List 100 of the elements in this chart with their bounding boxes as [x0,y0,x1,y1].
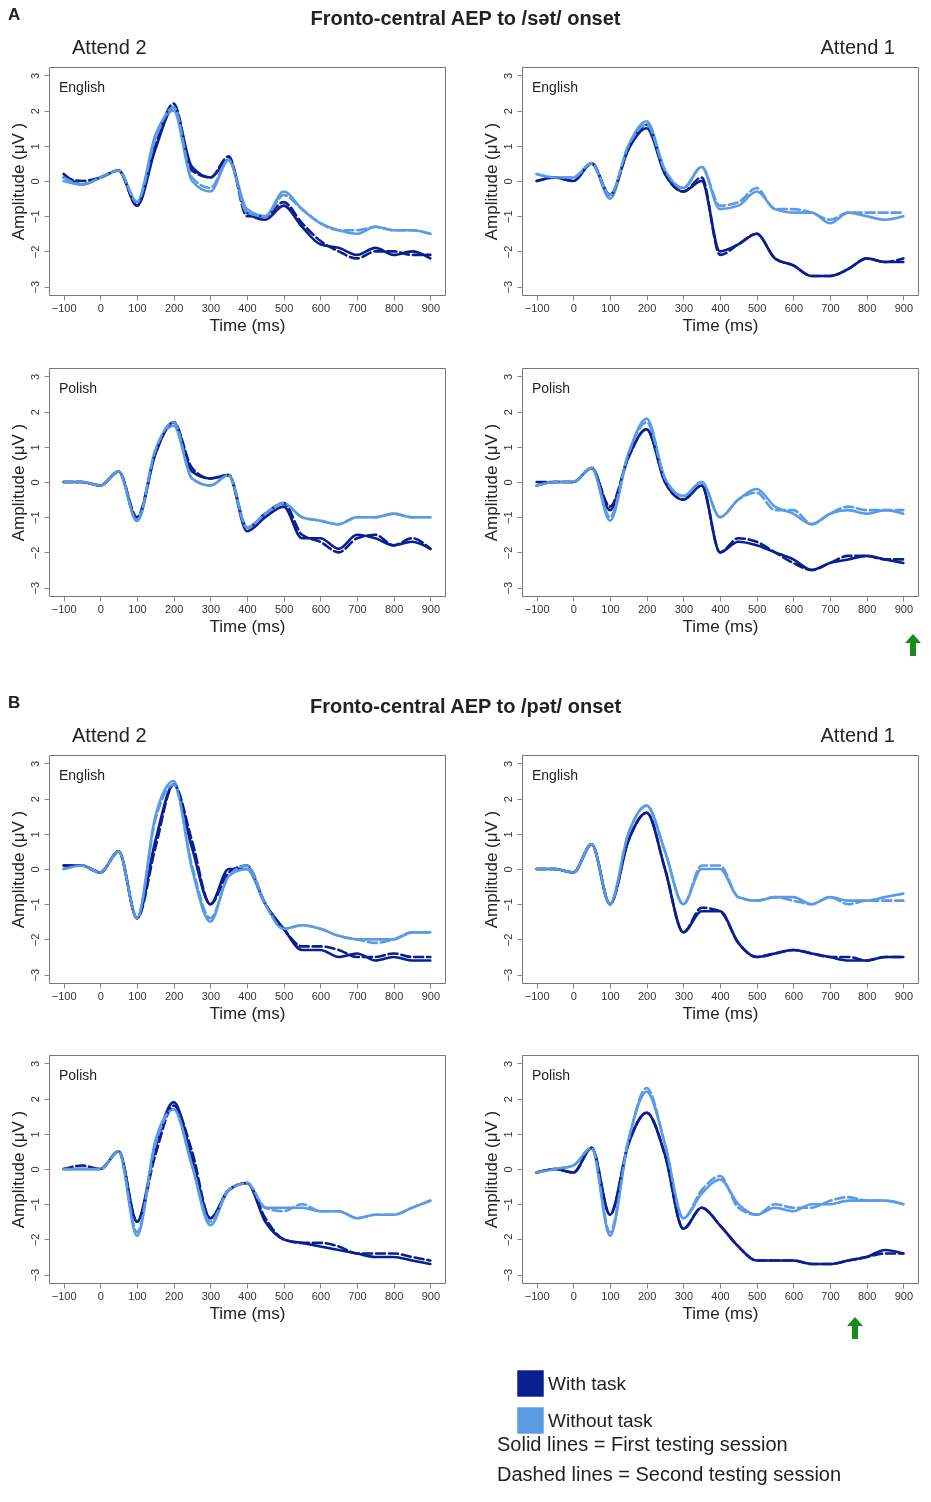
y-tick-label: 1 [28,831,41,838]
text: B [8,693,21,713]
x-tick-label: 400 [238,989,257,1002]
text: Dashed lines = Second testing session [497,1463,842,1486]
y-axis-title: Amplitude (μV ) [481,122,501,241]
x-tick-label: −100 [524,301,550,314]
x-tick-label: 500 [274,301,294,314]
x-tick-label: 300 [674,301,694,314]
y-tick-label: −1 [501,511,514,524]
x-tick-label: 500 [274,1289,294,1302]
x-tick-label: 600 [311,602,331,615]
x-tick-label: 600 [784,301,804,314]
x-tick-label: 100 [601,602,620,615]
x-tick-label: 0 [570,301,577,314]
x-tick-label: 900 [894,989,914,1002]
chart-subtitle: Attend 2 [72,724,147,747]
x-tick-label: 500 [747,1289,767,1302]
y-tick-label: 2 [28,796,41,803]
y-tick-label: 0 [28,479,41,486]
y-axis-title: Amplitude (μV ) [8,810,28,929]
x-axis-title: Time (ms) [209,616,286,636]
x-tick-label: 800 [384,602,404,615]
text: English [59,79,105,95]
x-tick-label: 400 [711,602,730,615]
x-axis-title: Time (ms) [682,1303,759,1323]
y-tick-label: 3 [501,760,514,768]
y-tick-label: 2 [28,409,41,416]
x-tick-label: 200 [164,989,184,1002]
text: Fronto-central AEP to /pət/ onset [309,695,622,717]
x-tick-label: 800 [384,301,404,314]
y-tick-label: −1 [28,1198,41,1211]
y-tick-label: −2 [501,245,514,259]
y-tick-label: −1 [28,210,41,223]
x-axis-title: Time (ms) [209,315,286,335]
x-axis-title: Time (ms) [682,616,759,636]
x-tick-label: −100 [524,1289,550,1302]
y-tick-label: 1 [501,1131,514,1138]
x-tick-label: −100 [51,301,77,314]
x-tick-label: 900 [894,301,914,314]
x-tick-label: 700 [348,301,367,314]
x-tick-label: 900 [421,989,441,1002]
y-tick-label: 0 [501,866,514,873]
y-tick-label: −2 [28,933,41,947]
x-tick-label: 600 [784,989,804,1002]
x-tick-label: 900 [421,1289,441,1302]
x-tick-label: −100 [51,602,77,615]
y-tick-label: −1 [28,898,41,911]
y-tick-label: −3 [28,280,41,294]
y-tick-label: −2 [501,546,514,560]
y-tick-label: 1 [28,1131,41,1138]
x-tick-label: 700 [348,989,367,1002]
y-tick-label: 3 [501,72,514,80]
y-tick-label: 2 [28,108,41,115]
x-tick-label: 100 [601,1289,620,1302]
y-tick-label: 0 [501,1166,514,1173]
x-tick-label: 0 [97,301,104,314]
x-tick-label: 100 [128,602,147,615]
x-tick-label: 300 [674,989,694,1002]
x-tick-label: 900 [421,301,441,314]
y-tick-label: 1 [28,143,41,150]
x-tick-label: 200 [637,301,657,314]
y-tick-label: 3 [501,1060,514,1068]
y-axis-title: Amplitude (μV ) [8,423,28,542]
y-tick-label: 1 [501,831,514,838]
text: Polish [532,380,571,396]
x-tick-label: 500 [747,989,767,1002]
y-tick-label: 3 [28,72,41,80]
x-tick-label: 600 [311,301,331,314]
x-tick-label: 0 [570,989,577,1002]
x-tick-label: 400 [711,1289,730,1302]
x-tick-label: 800 [384,1289,404,1302]
y-tick-label: 3 [28,1060,41,1068]
y-tick-label: 0 [501,479,514,486]
chart-subtitle: Attend 1 [820,724,895,747]
chart-subtitle: Attend 1 [820,36,895,59]
y-tick-label: 1 [501,444,514,451]
y-tick-label: −3 [28,1268,41,1282]
x-tick-label: 700 [348,602,367,615]
y-tick-label: 2 [501,1096,514,1103]
text: A [8,5,21,25]
x-tick-label: 400 [238,301,257,314]
x-tick-label: 100 [128,301,147,314]
x-tick-label: 300 [201,301,221,314]
x-tick-label: 800 [857,301,877,314]
y-tick-label: −3 [501,280,514,294]
x-tick-label: 300 [674,602,694,615]
x-tick-label: 200 [637,989,657,1002]
x-tick-label: 0 [97,989,104,1002]
y-tick-label: 1 [28,444,41,451]
text: Solid lines = First testing session [497,1433,788,1456]
x-tick-label: 900 [894,602,914,615]
x-tick-label: 0 [97,602,104,615]
x-tick-label: 100 [128,989,147,1002]
y-axis-title: Amplitude (μV ) [8,1110,28,1229]
y-tick-label: 2 [501,409,514,416]
text: Polish [59,380,98,396]
x-tick-label: 800 [857,1289,877,1302]
x-tick-label: 900 [894,1289,914,1302]
text: Polish [59,1067,98,1083]
x-axis-title: Time (ms) [209,1303,286,1323]
